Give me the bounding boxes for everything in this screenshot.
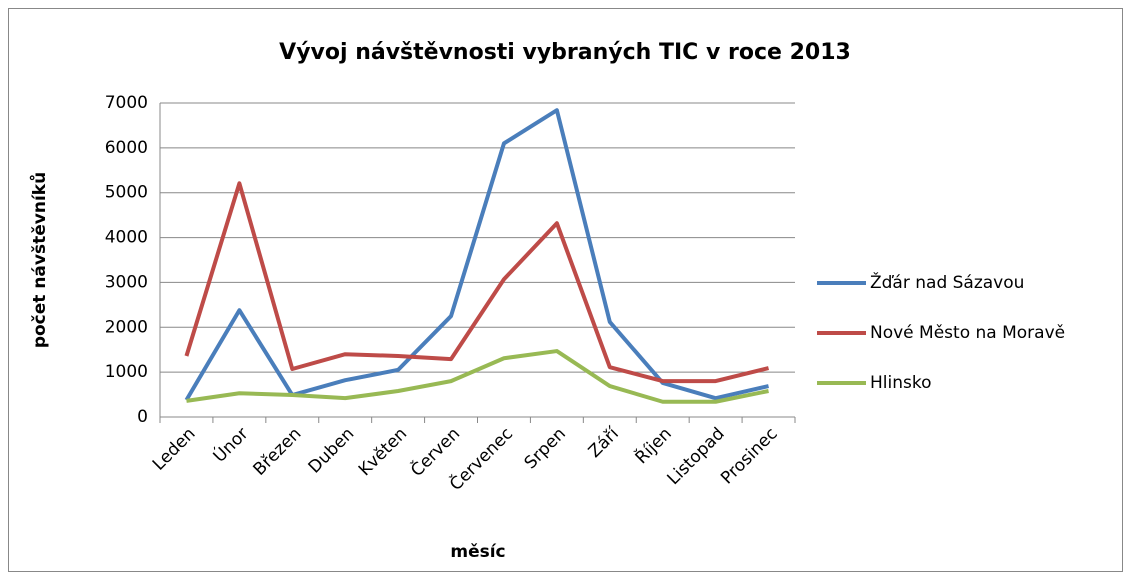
series-line	[186, 349, 769, 404]
y-tick-label: 4000	[105, 228, 148, 248]
chart-border	[8, 8, 1123, 572]
y-tick-label: 6000	[105, 138, 148, 158]
series-line	[184, 181, 770, 384]
legend-label: Žďár nad Sázavou	[870, 271, 1024, 293]
y-tick-label: 1000	[105, 362, 148, 382]
series-line	[184, 108, 769, 401]
chart-title: Vývoj návštěvnosti vybraných TIC v roce …	[279, 40, 851, 65]
y-axis-label: počet návštěvníků	[28, 172, 50, 348]
y-tick-label: 0	[137, 407, 148, 427]
x-axis-label: měsíc	[450, 542, 505, 562]
y-tick-label: 7000	[105, 93, 148, 113]
y-tick-label: 2000	[105, 317, 148, 337]
y-tick-label: 5000	[105, 183, 148, 203]
legend-label: Hlinsko	[870, 373, 932, 393]
y-tick-label: 3000	[105, 272, 148, 292]
legend-label: Nové Město na Moravě	[870, 323, 1065, 343]
